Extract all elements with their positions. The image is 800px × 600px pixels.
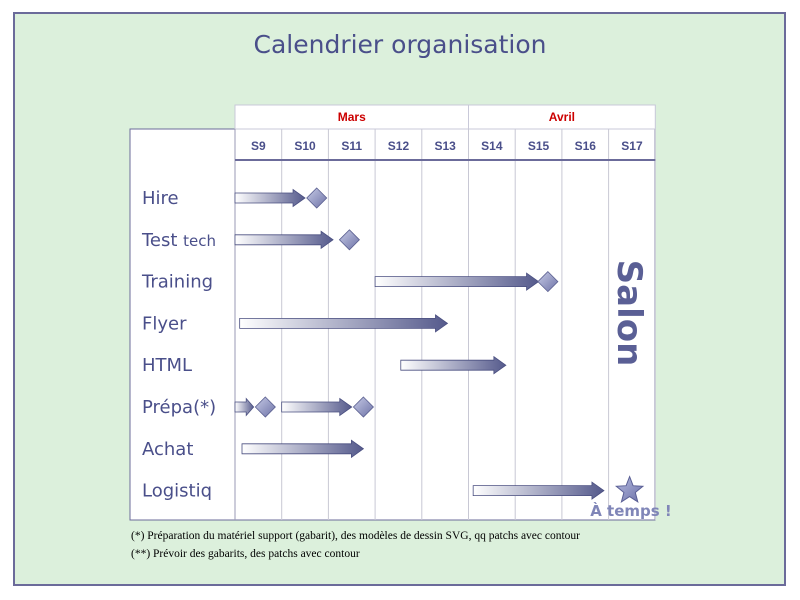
milestone-diamond	[537, 271, 559, 293]
task-label: Training	[141, 272, 213, 293]
week-label: S10	[294, 139, 316, 153]
week-label: S11	[341, 139, 362, 153]
task-bar-arrow	[234, 397, 255, 417]
task-label: Test tech	[141, 230, 216, 251]
task-label-main: Achat	[142, 439, 193, 460]
task-label-sub: tech	[183, 232, 216, 250]
task-bar-arrow	[234, 230, 334, 250]
task-bar-arrow	[239, 314, 449, 333]
milestone-diamond	[352, 396, 374, 418]
milestone-diamond	[338, 229, 360, 251]
footnotes: (*) Préparation du matériel support (gab…	[131, 527, 580, 563]
task-label: Hire	[142, 188, 179, 209]
week-label: S13	[434, 139, 456, 153]
task-label-main: Prépa(*)	[142, 397, 216, 418]
footnote-1: (*) Préparation du matériel support (gab…	[131, 530, 581, 542]
task-label-main: Test	[141, 230, 183, 251]
task-label: Logistiq	[142, 481, 212, 502]
month-label: Mars	[338, 110, 366, 124]
task-label: Flyer	[142, 313, 187, 334]
task-bar-arrow	[374, 272, 540, 291]
week-label: S14	[481, 139, 503, 153]
task-label-main: Hire	[142, 188, 179, 209]
task-bar-arrow	[234, 188, 306, 208]
star-icon	[614, 475, 645, 504]
week-label: S17	[621, 139, 643, 153]
task-label-main: Training	[141, 272, 213, 293]
week-label: S15	[528, 139, 550, 153]
task-label-main: Flyer	[142, 313, 187, 334]
on-time-label: À temps !	[590, 501, 672, 520]
footnote-2: (**) Prévoir des gabarits, des patchs av…	[131, 548, 360, 560]
task-bar-arrow	[241, 439, 365, 459]
task-label: HTML	[142, 355, 192, 376]
week-label: S16	[575, 139, 597, 153]
month-label: Avril	[549, 110, 575, 124]
month-header	[234, 104, 656, 130]
salon-label: Salon	[609, 260, 649, 367]
task-label: Prépa(*)	[142, 397, 216, 418]
milestone-diamond	[306, 187, 328, 209]
milestone-diamond	[254, 396, 276, 418]
task-label-main: Logistiq	[142, 481, 212, 502]
task-bar-arrow	[281, 397, 353, 417]
week-label: S12	[388, 139, 410, 153]
page-title: Calendrier organisation	[253, 30, 547, 59]
task-label-main: HTML	[142, 355, 192, 376]
task-bar-arrow	[472, 481, 605, 500]
week-label: S9	[251, 139, 266, 153]
task-bar-arrow	[400, 355, 507, 375]
task-label: Achat	[142, 439, 193, 460]
